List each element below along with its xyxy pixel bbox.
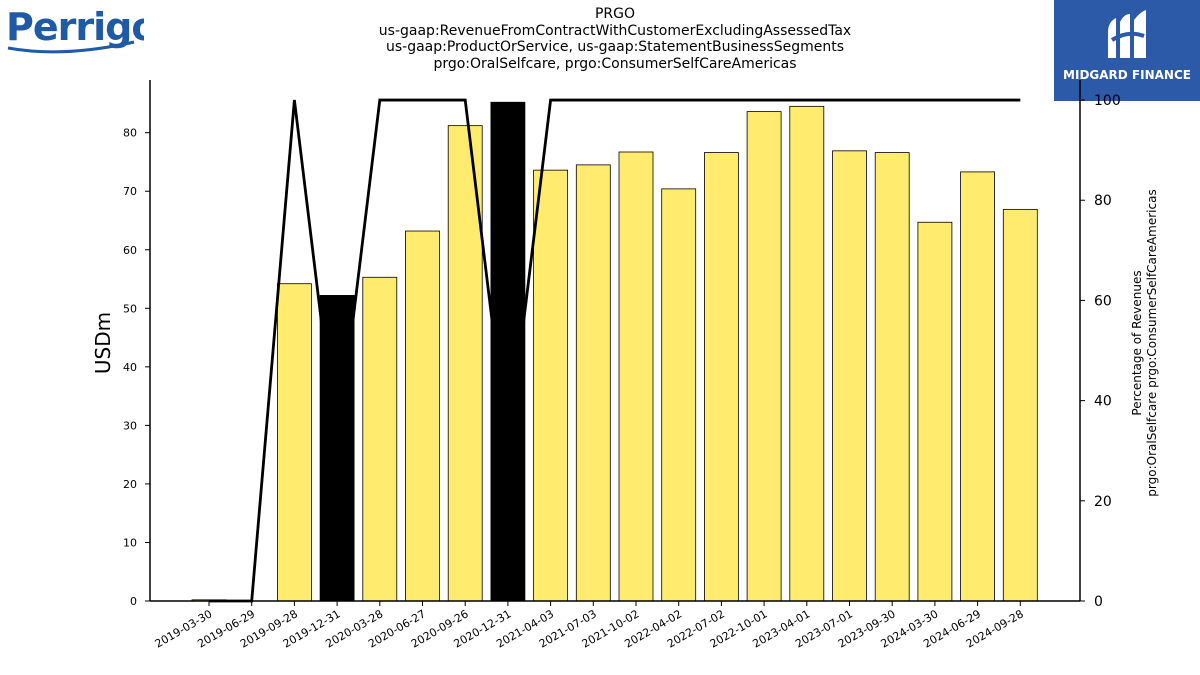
bar-2020-09-26 <box>447 125 483 602</box>
y-tick-label: 20 <box>123 478 137 491</box>
y2-tick-label: 40 <box>1094 394 1112 410</box>
bar-2020-03-28 <box>362 276 398 602</box>
axes-group <box>149 80 1081 602</box>
bars-group <box>191 101 1038 602</box>
perrigo-logo: Perrigo <box>4 4 157 60</box>
bar-2021-04-03 <box>533 169 568 602</box>
y-tick-label: 30 <box>123 419 137 432</box>
y-tick-label: 50 <box>123 302 137 315</box>
bar-2023-09-30 <box>874 152 910 602</box>
bar-2024-09-28 <box>1002 208 1038 602</box>
y2-tick-label: 100 <box>1094 93 1121 109</box>
percentage-line <box>209 98 1021 603</box>
midgard-emblem-icon <box>1108 10 1146 58</box>
title-line: us-gaap:ProductOrService, us-gaap:Statem… <box>385 39 844 55</box>
right-y-ticks: 0 20 40 60 80 100 <box>1080 93 1121 610</box>
midgard-finance-logo: MIDGARD FINANCE <box>1054 0 1200 101</box>
y-tick-label: 80 <box>123 127 137 140</box>
bar-2020-06-27 <box>405 230 440 602</box>
y2-tick-label: 0 <box>1094 594 1103 610</box>
bar-2023-04-01 <box>789 105 825 602</box>
y-tick-label: 40 <box>123 361 137 374</box>
bar-2024-03-30 <box>917 221 953 602</box>
chart-title: PRGO us-gaap:RevenueFromContractWithCust… <box>315 6 915 72</box>
bar-2019-09-28 <box>276 283 312 602</box>
bar-2021-10-02 <box>618 151 654 602</box>
y2-tick-label: 80 <box>1094 193 1112 209</box>
y2-tick-label: 60 <box>1094 293 1112 309</box>
left-y-ticks: 0 10 20 30 40 50 60 70 80 <box>123 127 150 608</box>
bar-2024-06-29 <box>960 171 995 602</box>
y2-axis-label-line: prgo:OralSelfcare prgo:ConsumerSelfCareA… <box>1145 189 1159 496</box>
y-tick-label: 10 <box>123 536 137 549</box>
y-axis-label: USDm <box>91 312 115 374</box>
y2-tick-label: 20 <box>1094 494 1112 510</box>
y-tick-label: 60 <box>123 244 137 257</box>
title-line: prgo:OralSelfcare, prgo:ConsumerSelfCare… <box>433 55 797 72</box>
bar-2021-07-03 <box>575 164 611 602</box>
x-ticks: 2019-03-302019-06-292019-09-282019-12-31… <box>153 601 1026 651</box>
bar-2022-07-02 <box>704 152 739 602</box>
title-line: us-gaap:RevenueFromContractWithCustomerE… <box>378 22 852 39</box>
title-line: PRGO <box>594 6 636 22</box>
y-tick-label: 0 <box>130 595 137 608</box>
bar-2022-04-02 <box>661 188 697 602</box>
midgard-finance-label: MIDGARD FINANCE <box>1063 68 1191 82</box>
bar-2023-07-01 <box>832 150 867 602</box>
percentage-line-group <box>209 98 1021 603</box>
y-tick-label: 70 <box>123 185 137 198</box>
bar-2022-10-01 <box>746 111 782 602</box>
y2-axis-label-line: Percentage of Revenues <box>1130 270 1144 415</box>
